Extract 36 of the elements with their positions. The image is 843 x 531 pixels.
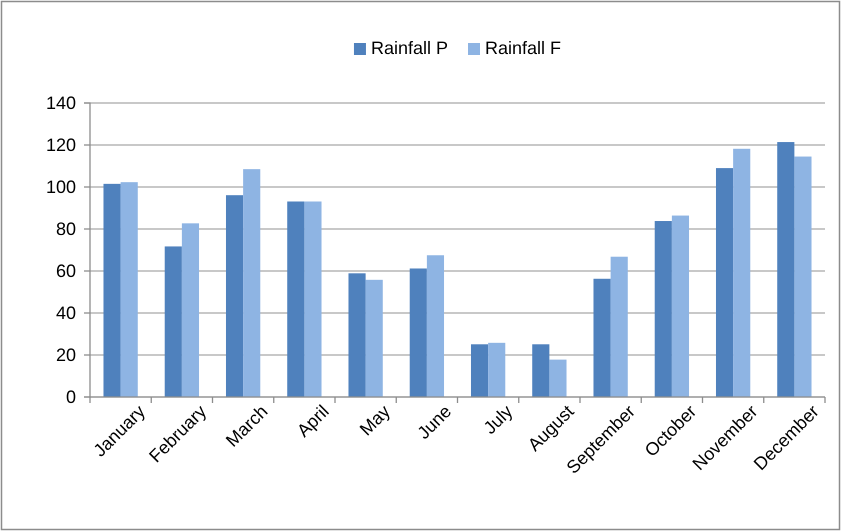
bar: [348, 273, 366, 397]
bar: [532, 344, 550, 397]
bar: [243, 169, 260, 397]
bar: [287, 201, 304, 397]
bar: [549, 360, 567, 397]
bar: [410, 268, 427, 397]
y-tick-label: 40: [56, 302, 76, 323]
bar: [103, 184, 121, 397]
y-tick-label: 120: [46, 134, 76, 155]
y-tick-label: 80: [56, 218, 76, 239]
legend-label: Rainfall F: [485, 38, 562, 58]
bar: [654, 221, 672, 397]
bar: [777, 142, 794, 397]
x-tick-label: May: [356, 401, 394, 440]
bar: [672, 216, 690, 397]
bar: [733, 148, 750, 397]
bar: [164, 246, 182, 397]
bar: [226, 195, 244, 397]
y-tick-label: 20: [56, 344, 76, 365]
y-tick-label: 100: [46, 176, 76, 197]
x-tick-label: July: [480, 401, 516, 438]
y-tick-label: 0: [66, 386, 76, 407]
bar: [488, 342, 506, 397]
bar: [593, 278, 611, 397]
bar: [716, 168, 734, 397]
bar: [794, 156, 812, 397]
y-tick-label: 140: [46, 92, 76, 113]
bar: [120, 182, 138, 397]
y-tick-label: 60: [56, 260, 76, 281]
bar: [182, 223, 200, 397]
bar: [304, 201, 322, 397]
legend-label: Rainfall P: [370, 38, 448, 58]
bar: [426, 255, 444, 397]
bar: [610, 256, 628, 397]
bar: [366, 280, 383, 397]
bar: [470, 344, 488, 397]
